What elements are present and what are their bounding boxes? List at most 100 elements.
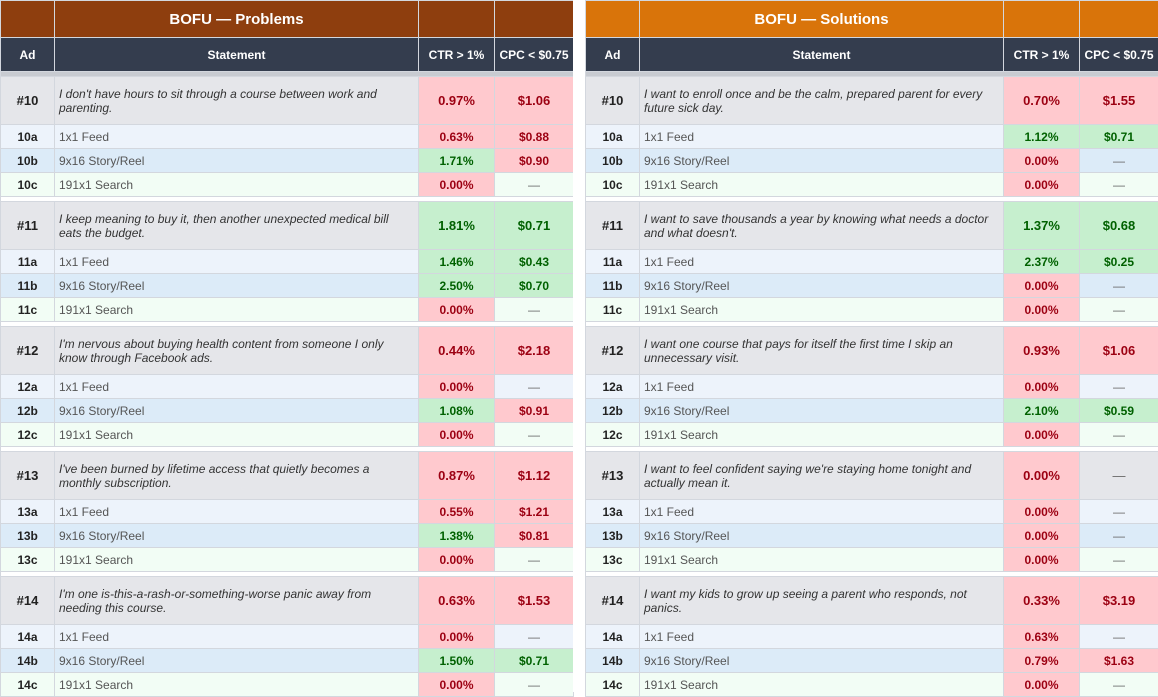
variant-id[interactable]: 14b <box>1 649 55 673</box>
variant-format[interactable]: 9x16 Story/Reel <box>640 274 1004 298</box>
variant-format[interactable]: 1x1 Feed <box>55 500 419 524</box>
variant-id[interactable]: 12a <box>586 375 640 399</box>
column-header-statement[interactable]: Statement <box>55 38 419 72</box>
cpc-cell[interactable]: — <box>1080 173 1158 197</box>
ad-id[interactable]: #10 <box>586 77 640 125</box>
variant-format[interactable]: 9x16 Story/Reel <box>640 524 1004 548</box>
column-header-ctr[interactable]: CTR > 1% <box>1004 38 1080 72</box>
cpc-cell[interactable]: $0.68 <box>1080 202 1158 250</box>
ctr-cell[interactable]: 0.55% <box>419 500 495 524</box>
cpc-cell[interactable]: $0.81 <box>495 524 574 548</box>
variant-id[interactable]: 11b <box>586 274 640 298</box>
ctr-cell[interactable]: 0.00% <box>1004 149 1080 173</box>
variant-format[interactable]: 191x1 Search <box>640 423 1004 447</box>
ad-statement[interactable]: I'm nervous about buying health content … <box>55 327 419 375</box>
variant-id[interactable]: 13c <box>1 548 55 572</box>
cpc-cell[interactable]: $0.70 <box>495 274 574 298</box>
variant-format[interactable]: 1x1 Feed <box>55 125 419 149</box>
cpc-cell[interactable]: $1.12 <box>495 452 574 500</box>
variant-id[interactable]: 14a <box>1 625 55 649</box>
ctr-cell[interactable]: 0.33% <box>1004 577 1080 625</box>
ctr-cell[interactable]: 0.97% <box>419 77 495 125</box>
cpc-cell[interactable]: $0.91 <box>495 399 574 423</box>
variant-id[interactable]: 11c <box>586 298 640 322</box>
ctr-cell[interactable]: 0.00% <box>1004 298 1080 322</box>
variant-format[interactable]: 191x1 Search <box>55 548 419 572</box>
ctr-cell[interactable]: 0.00% <box>1004 673 1080 697</box>
ctr-cell[interactable]: 1.46% <box>419 250 495 274</box>
variant-id[interactable]: 14c <box>1 673 55 697</box>
ctr-cell[interactable]: 0.70% <box>1004 77 1080 125</box>
cpc-cell[interactable]: — <box>1080 452 1158 500</box>
ctr-cell[interactable]: 0.79% <box>1004 649 1080 673</box>
cpc-cell[interactable]: — <box>1080 298 1158 322</box>
ad-id[interactable]: #13 <box>586 452 640 500</box>
variant-format[interactable]: 1x1 Feed <box>640 250 1004 274</box>
variant-id[interactable]: 12a <box>1 375 55 399</box>
cpc-cell[interactable]: $0.43 <box>495 250 574 274</box>
cpc-cell[interactable]: — <box>495 298 574 322</box>
ad-statement[interactable]: I want one course that pays for itself t… <box>640 327 1004 375</box>
variant-id[interactable]: 14b <box>586 649 640 673</box>
ctr-cell[interactable]: 0.00% <box>1004 173 1080 197</box>
variant-id[interactable]: 10a <box>586 125 640 149</box>
cpc-cell[interactable]: — <box>1080 625 1158 649</box>
ad-statement[interactable]: I'm one is-this-a-rash-or-something-wors… <box>55 577 419 625</box>
ctr-cell[interactable]: 0.87% <box>419 452 495 500</box>
variant-format[interactable]: 9x16 Story/Reel <box>55 274 419 298</box>
cpc-cell[interactable]: $1.21 <box>495 500 574 524</box>
ad-statement[interactable]: I want my kids to grow up seeing a paren… <box>640 577 1004 625</box>
variant-id[interactable]: 10c <box>586 173 640 197</box>
variant-format[interactable]: 9x16 Story/Reel <box>640 399 1004 423</box>
ctr-cell[interactable]: 0.00% <box>419 625 495 649</box>
cpc-cell[interactable]: — <box>495 375 574 399</box>
variant-format[interactable]: 9x16 Story/Reel <box>55 149 419 173</box>
variant-format[interactable]: 191x1 Search <box>640 673 1004 697</box>
ctr-cell[interactable]: 0.00% <box>1004 548 1080 572</box>
cpc-cell[interactable]: $1.55 <box>1080 77 1158 125</box>
variant-format[interactable]: 9x16 Story/Reel <box>55 399 419 423</box>
variant-id[interactable]: 13a <box>586 500 640 524</box>
column-header-ad[interactable]: Ad <box>586 38 640 72</box>
ctr-cell[interactable]: 0.63% <box>1004 625 1080 649</box>
cpc-cell[interactable]: $0.71 <box>495 202 574 250</box>
variant-format[interactable]: 191x1 Search <box>640 173 1004 197</box>
variant-id[interactable]: 13c <box>586 548 640 572</box>
variant-id[interactable]: 13b <box>586 524 640 548</box>
ctr-cell[interactable]: 0.00% <box>1004 452 1080 500</box>
ad-id[interactable]: #12 <box>586 327 640 375</box>
variant-format[interactable]: 1x1 Feed <box>55 625 419 649</box>
cpc-cell[interactable]: — <box>495 548 574 572</box>
cpc-cell[interactable]: — <box>1080 423 1158 447</box>
ctr-cell[interactable]: 0.00% <box>1004 524 1080 548</box>
variant-id[interactable]: 12c <box>586 423 640 447</box>
variant-format[interactable]: 1x1 Feed <box>640 625 1004 649</box>
cpc-cell[interactable]: — <box>495 673 574 697</box>
ctr-cell[interactable]: 0.00% <box>419 298 495 322</box>
cpc-cell[interactable]: $1.06 <box>495 77 574 125</box>
cpc-cell[interactable]: — <box>1080 375 1158 399</box>
ad-statement[interactable]: I want to save thousands a year by knowi… <box>640 202 1004 250</box>
cpc-cell[interactable]: $1.63 <box>1080 649 1158 673</box>
cpc-cell[interactable]: — <box>495 173 574 197</box>
